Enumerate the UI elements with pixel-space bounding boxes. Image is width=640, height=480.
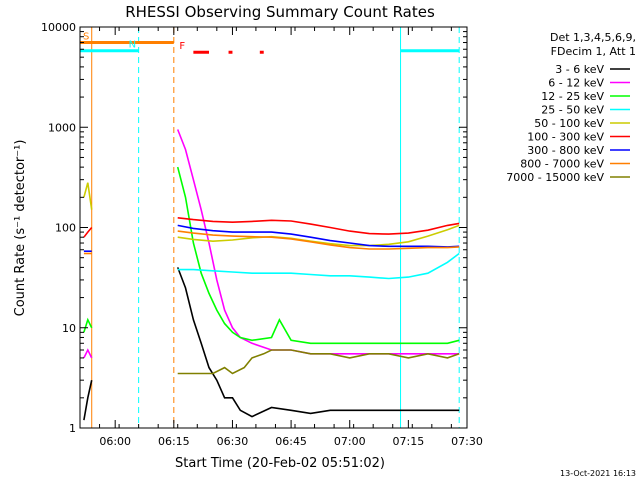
legend-entry-label: 12 - 25 keV xyxy=(541,90,604,103)
x-axis-label: Start Time (20-Feb-02 05:51:02) xyxy=(175,456,385,471)
legend-entry-label: 300 - 800 keV xyxy=(527,144,604,157)
legend-entry-label: 6 - 12 keV xyxy=(548,77,604,90)
legend-entry-label: 50 - 100 keV xyxy=(534,117,604,130)
legend-entry-label: 25 - 50 keV xyxy=(541,104,604,117)
x-tick-label: 07:00 xyxy=(334,435,366,448)
plot-frame xyxy=(79,26,468,429)
legend-header: FDecim 1, Att 1 xyxy=(551,45,636,58)
y-tick-label: 1 xyxy=(69,422,76,435)
series-line-4 xyxy=(177,224,460,247)
legend-entry-label: 800 - 7000 keV xyxy=(520,158,604,171)
timestamp-label: 13-Oct-2021 16:13 xyxy=(560,469,636,478)
x-tick-label: 06:45 xyxy=(275,435,307,448)
y-tick-label: 100 xyxy=(55,222,76,235)
legend-entry-label: 7000 - 15000 keV xyxy=(506,171,604,184)
y-tick-label: 1000 xyxy=(48,121,76,134)
x-tick-label: 07:30 xyxy=(451,435,483,448)
series-line-4 xyxy=(83,182,93,210)
legend-entry-label: 100 - 300 keV xyxy=(527,131,604,144)
series-line-7 xyxy=(177,230,460,250)
flag-label: F xyxy=(179,41,185,52)
series-line-1 xyxy=(83,348,93,359)
x-tick-label: 06:15 xyxy=(158,435,190,448)
series-line-0 xyxy=(83,380,93,421)
legend-header: Det 1,3,4,5,6,9, xyxy=(550,31,636,44)
series-line-2 xyxy=(176,166,460,345)
series-line-0 xyxy=(176,267,460,418)
legend-entry-label: 3 - 6 keV xyxy=(555,63,604,76)
y-axis-label: Count Rate (s⁻¹ detector⁻¹) xyxy=(13,140,28,317)
series-line-5 xyxy=(83,226,93,238)
flag-label: N xyxy=(129,40,136,51)
x-tick-label: 06:30 xyxy=(217,435,249,448)
series-line-2 xyxy=(83,317,93,333)
chart-title: RHESSI Observing Summary Count Rates xyxy=(125,3,435,21)
x-tick-label: 07:15 xyxy=(393,435,425,448)
series-line-5 xyxy=(177,217,460,235)
series-line-6 xyxy=(177,224,460,248)
x-tick-label: 06:00 xyxy=(99,435,131,448)
series-line-8 xyxy=(177,349,460,375)
y-tick-label: 10000 xyxy=(41,21,76,34)
flag-label: S xyxy=(83,32,89,43)
y-tick-label: 10 xyxy=(62,322,76,335)
series-line-3 xyxy=(177,252,460,280)
